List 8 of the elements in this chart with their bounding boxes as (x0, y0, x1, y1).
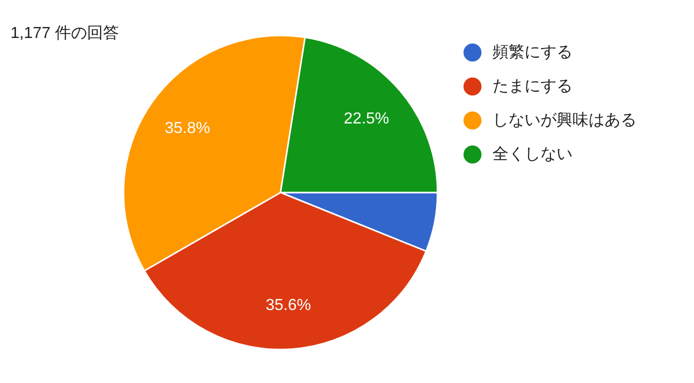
legend-label: 頻繁にする (492, 43, 572, 61)
data-label: 22.5% (344, 110, 390, 128)
legend-label: しないが興味はある (492, 111, 636, 129)
legend-label: たまにする (492, 78, 572, 95)
data-label: 35.6% (266, 296, 311, 314)
chart-title: 1,177 件の回答 (10, 25, 119, 42)
legend-label: 全くしない (492, 146, 572, 163)
data-label: 35.8% (164, 120, 210, 137)
